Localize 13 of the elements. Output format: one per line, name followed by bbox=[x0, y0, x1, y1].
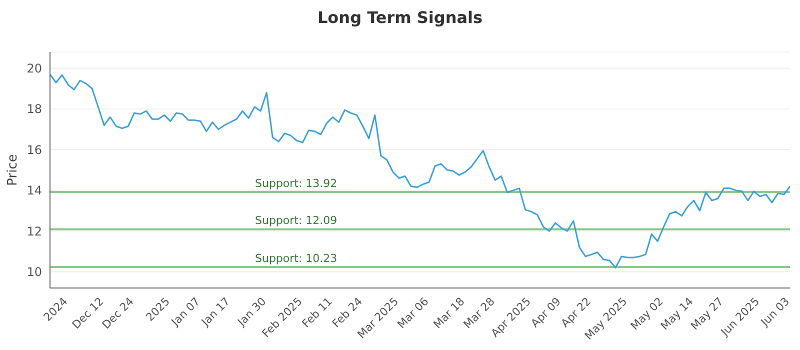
y-tick-label: 12 bbox=[26, 224, 42, 238]
x-tick-label: Jun 03 bbox=[758, 294, 792, 330]
line-series bbox=[49, 74, 791, 268]
y-tick-label: 16 bbox=[26, 142, 42, 157]
y-tick-label: 14 bbox=[26, 184, 42, 198]
ref-line-label: Support: 12.09 bbox=[255, 214, 338, 228]
y-axis-title: Price bbox=[6, 154, 21, 186]
y-tick-label: 18 bbox=[26, 102, 42, 116]
chart-title: Long Term Signals bbox=[316, 7, 484, 29]
y-tick-label: 10 bbox=[26, 264, 42, 279]
y-tick-label: 20 bbox=[26, 62, 42, 76]
ref-line-label: Support: 10.23 bbox=[255, 252, 338, 266]
ref-line-label: Support: 13.92 bbox=[255, 176, 338, 190]
